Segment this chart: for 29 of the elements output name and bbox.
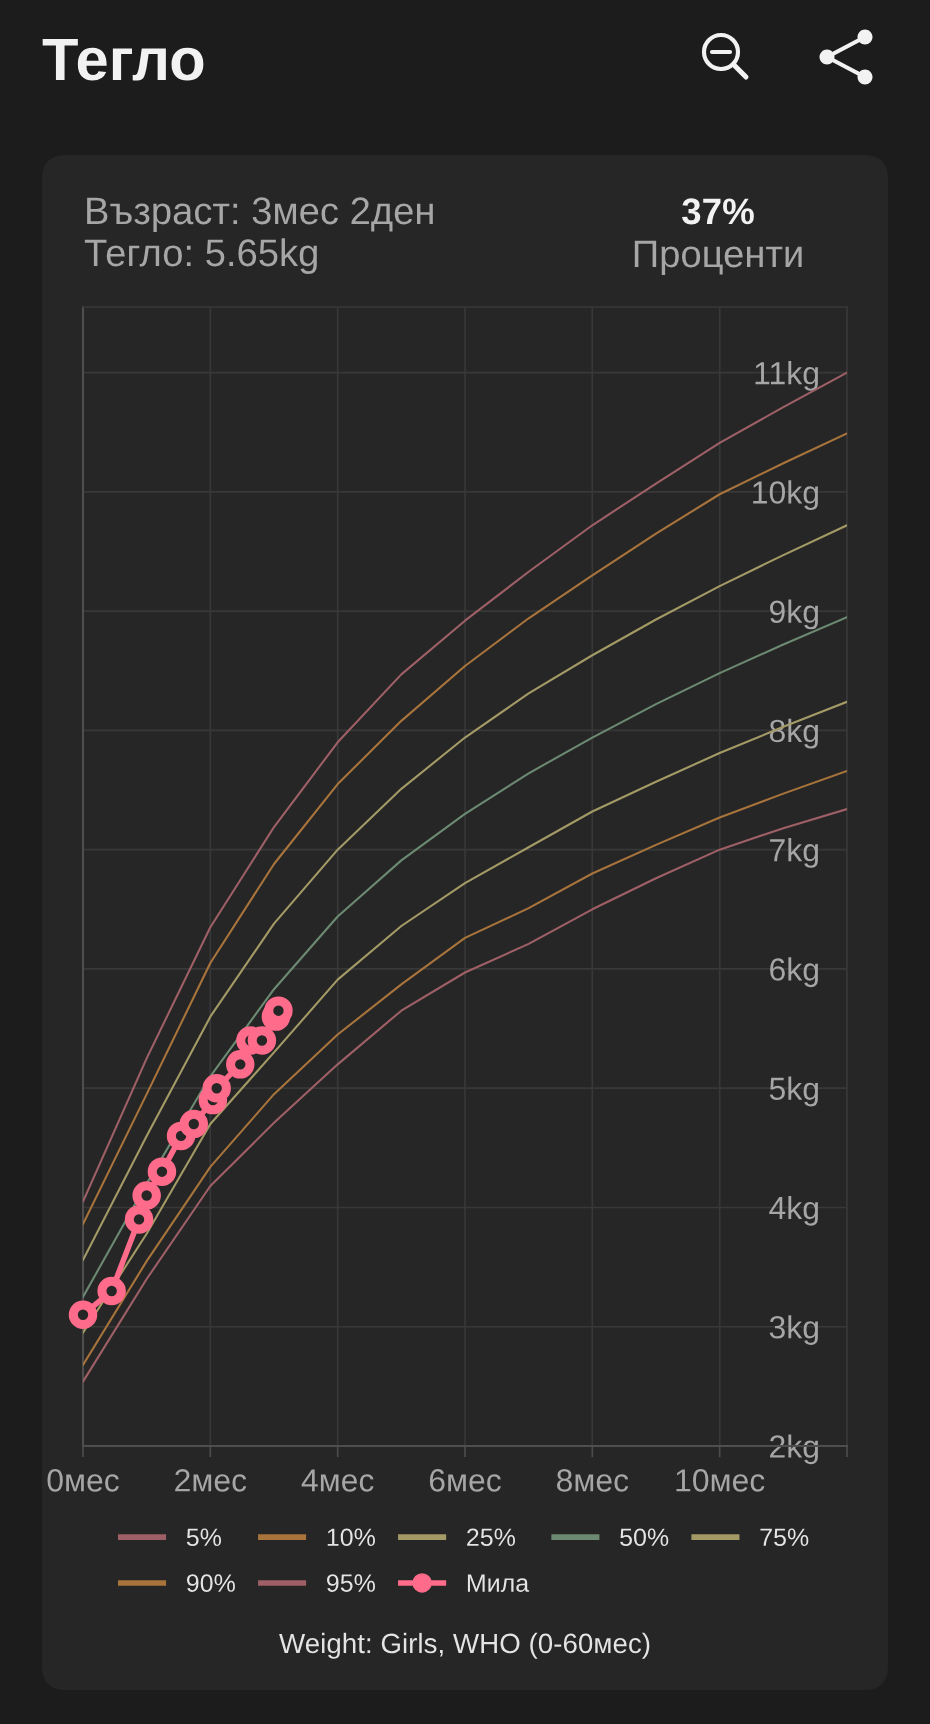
- y-tick-label: 4kg: [769, 1195, 818, 1226]
- text: Проценти: [634, 240, 802, 275]
- legend-label: Мила: [467, 1574, 530, 1592]
- text: 37%: [682, 198, 754, 225]
- legend-label: 90%: [186, 1574, 235, 1592]
- legend-label: 95%: [327, 1574, 375, 1592]
- y-tick-label: 8kg: [769, 718, 818, 749]
- x-tick-label: 4мес: [301, 1469, 374, 1492]
- y-tick-label: 3kg: [769, 1315, 818, 1345]
- x-tick-label: 0мес: [47, 1469, 119, 1492]
- y-tick-label: 9kg: [770, 599, 818, 630]
- y-tick-label: 7kg: [770, 838, 818, 868]
- legend-label: 5%: [186, 1528, 222, 1547]
- y-tick-label: 10kg: [753, 480, 818, 511]
- chart-title: Тегло: [42, 38, 204, 81]
- x-tick-label: 6мес: [429, 1469, 501, 1492]
- legend-label: 10%: [327, 1528, 375, 1547]
- y-tick-label: 6kg: [770, 957, 818, 988]
- text: Възраст: 3мес 2ден: [87, 197, 433, 232]
- legend-label: 25%: [467, 1528, 516, 1547]
- y-tick-label: 5kg: [769, 1076, 818, 1107]
- y-tick-label: 11kg: [755, 361, 818, 391]
- legend-label: 50%: [620, 1528, 669, 1547]
- legend-label: 75%: [760, 1528, 809, 1547]
- x-tick-label: 10мес: [676, 1469, 765, 1492]
- x-tick-label: 8мес: [556, 1469, 629, 1492]
- x-tick-label: 2мес: [175, 1469, 247, 1492]
- text: Тегло: 5.65kg: [84, 238, 317, 274]
- text: Weight: Girls, WHO (0-60мес): [279, 1632, 650, 1659]
